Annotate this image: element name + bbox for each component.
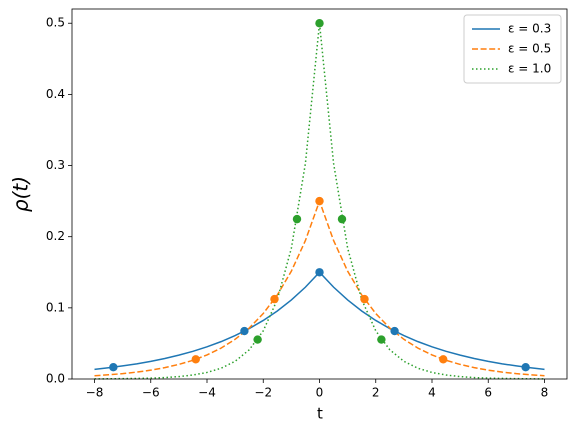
y-tick-label: 0.4	[46, 87, 65, 101]
marker-point	[292, 214, 302, 224]
marker-point	[360, 294, 369, 304]
x-tick-label: 8	[541, 386, 549, 400]
plot-frame	[71, 8, 568, 380]
x-axis-label: t	[317, 405, 323, 423]
legend-label: ε = 0.3	[508, 22, 551, 36]
marker-point	[240, 326, 249, 336]
marker-point	[439, 355, 448, 364]
marker-point	[191, 355, 200, 364]
legend: ε = 0.3 ε = 0.5 ε = 1.0	[463, 14, 562, 84]
x-tick-label: 0	[316, 386, 324, 400]
marker-point	[521, 362, 530, 372]
marker-point	[253, 335, 262, 344]
y-tick-label: 0.5	[46, 16, 65, 30]
x-tick-label: 6	[484, 386, 492, 400]
marker-point	[270, 294, 279, 304]
marker-point	[377, 335, 386, 344]
x-tick-label: 4	[428, 386, 436, 400]
x-tick-label: 2	[372, 386, 380, 400]
x-tick-label: −2	[254, 386, 272, 400]
marker-point	[337, 214, 347, 224]
marker-point	[390, 326, 399, 336]
legend-label: ε = 1.0	[508, 62, 551, 76]
marker-point	[315, 19, 324, 28]
x-tick-label: −8	[86, 386, 104, 400]
x-tick-label: −4	[198, 386, 216, 400]
legend-label: ε = 0.5	[508, 42, 551, 56]
marker-point	[315, 268, 324, 277]
legend-box	[463, 14, 562, 84]
x-tick-label: −6	[142, 386, 160, 400]
y-tick-label: 0.3	[46, 158, 65, 172]
y-tick-label: 0.0	[46, 372, 65, 386]
y-tick-label: 0.1	[46, 300, 65, 314]
marker-point	[315, 196, 324, 206]
marker-point	[109, 362, 118, 372]
y-tick-label: 0.2	[46, 229, 65, 243]
y-axis-label: ρ(t)	[9, 176, 33, 212]
